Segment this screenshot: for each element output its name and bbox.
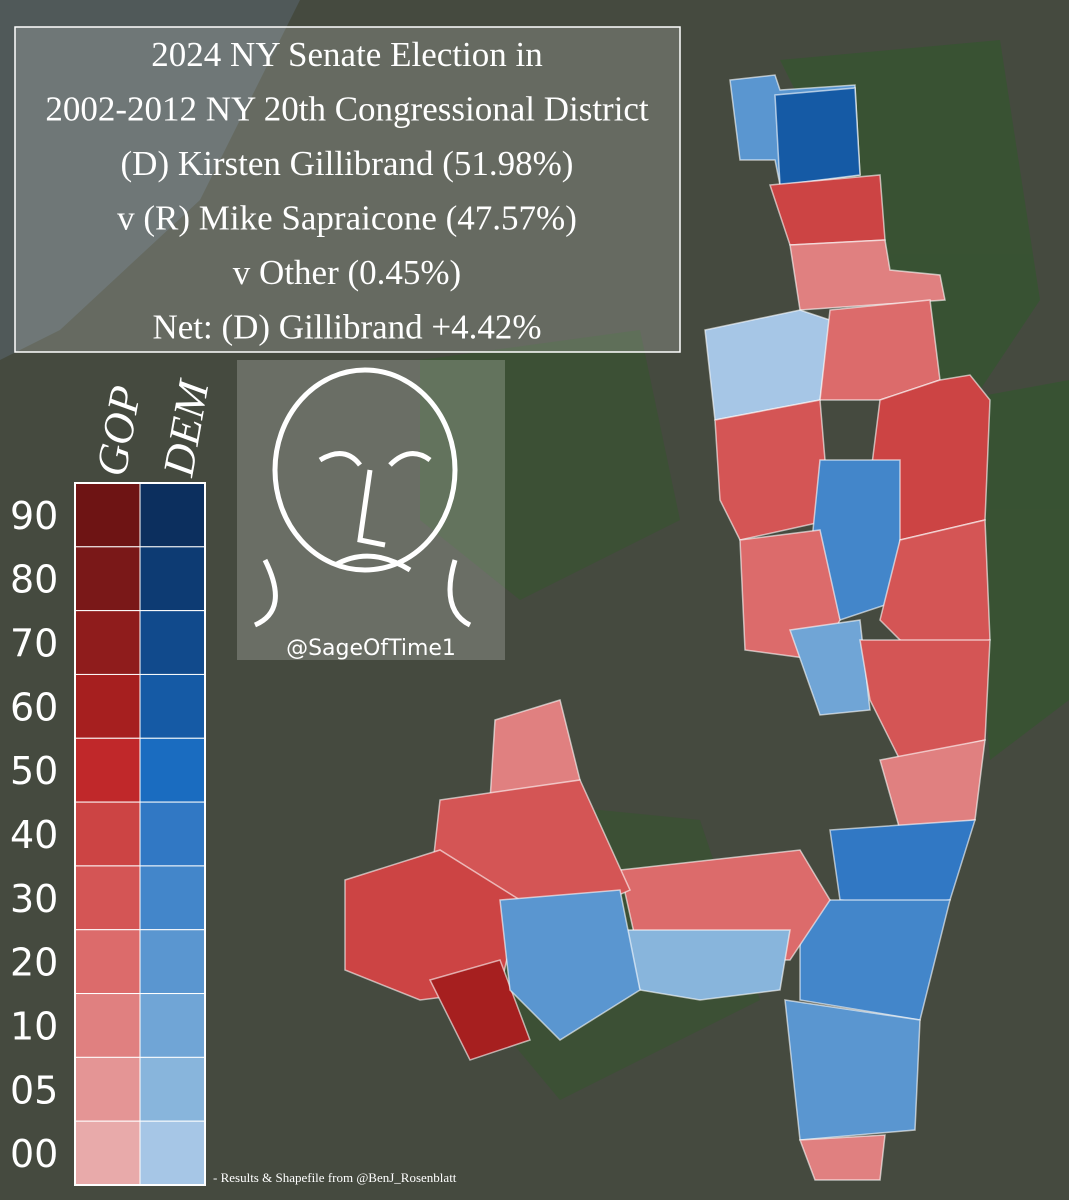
dem-swatch (139, 801, 206, 867)
legend-level: 00 (10, 1132, 58, 1176)
gop-swatch (74, 1056, 141, 1122)
gop-swatch (74, 929, 141, 995)
legend-level: 05 (10, 1068, 58, 1112)
dem-swatch (139, 929, 206, 995)
legend-level: 90 (10, 494, 58, 538)
dem-swatch (139, 1056, 206, 1122)
dem-swatch (139, 993, 206, 1058)
gop-swatch (74, 610, 141, 675)
portrait-sketch (253, 367, 472, 628)
legend-level: 60 (10, 685, 58, 729)
dem-swatch (139, 1120, 206, 1186)
watermark-handle: @SageOfTime1 (286, 636, 456, 661)
legend-level: 10 (10, 1004, 58, 1048)
legend-frame (74, 482, 206, 1186)
title-block: 2024 NY Senate Election in 2002-2012 NY 2… (45, 35, 649, 347)
dem-swatch (139, 673, 206, 739)
gop-swatch (74, 737, 141, 803)
district-map (344, 74, 991, 1181)
title-box (14, 26, 681, 353)
watermark-box (237, 360, 505, 660)
legend-level: 50 (10, 749, 58, 793)
title-line: v (R) Mike Sapraicone (47.57%) (117, 199, 577, 238)
gop-swatch (74, 865, 141, 931)
dem-swatch (139, 737, 206, 803)
title-line: v Other (0.45%) (233, 253, 461, 292)
legend-level: 70 (10, 622, 58, 666)
gop-swatch (74, 546, 141, 612)
gop-swatch (74, 673, 141, 739)
legend-level: 40 (10, 813, 58, 857)
title-line: (D) Kirsten Gillibrand (51.98%) (121, 144, 574, 183)
dem-swatch (139, 865, 206, 931)
dem-swatch (139, 482, 206, 548)
dem-swatch (139, 546, 206, 612)
credit: - Results & Shapefile from @BenJ_Rosenbl… (213, 1170, 457, 1185)
legend-level: 80 (10, 558, 58, 602)
legend-level: 30 (10, 877, 58, 921)
gop-swatch (74, 1120, 141, 1186)
dem-swatch (139, 610, 206, 675)
legend-level: 20 (10, 941, 58, 985)
title-line: 2024 NY Senate Election in (151, 35, 542, 74)
title-line: Net: (D) Gillibrand +4.42% (152, 308, 541, 347)
gop-swatch (74, 993, 141, 1058)
gop-swatch (74, 482, 141, 548)
title-line: 2002-2012 NY 20th Congressional District (45, 90, 649, 129)
gop-swatch (74, 801, 141, 867)
